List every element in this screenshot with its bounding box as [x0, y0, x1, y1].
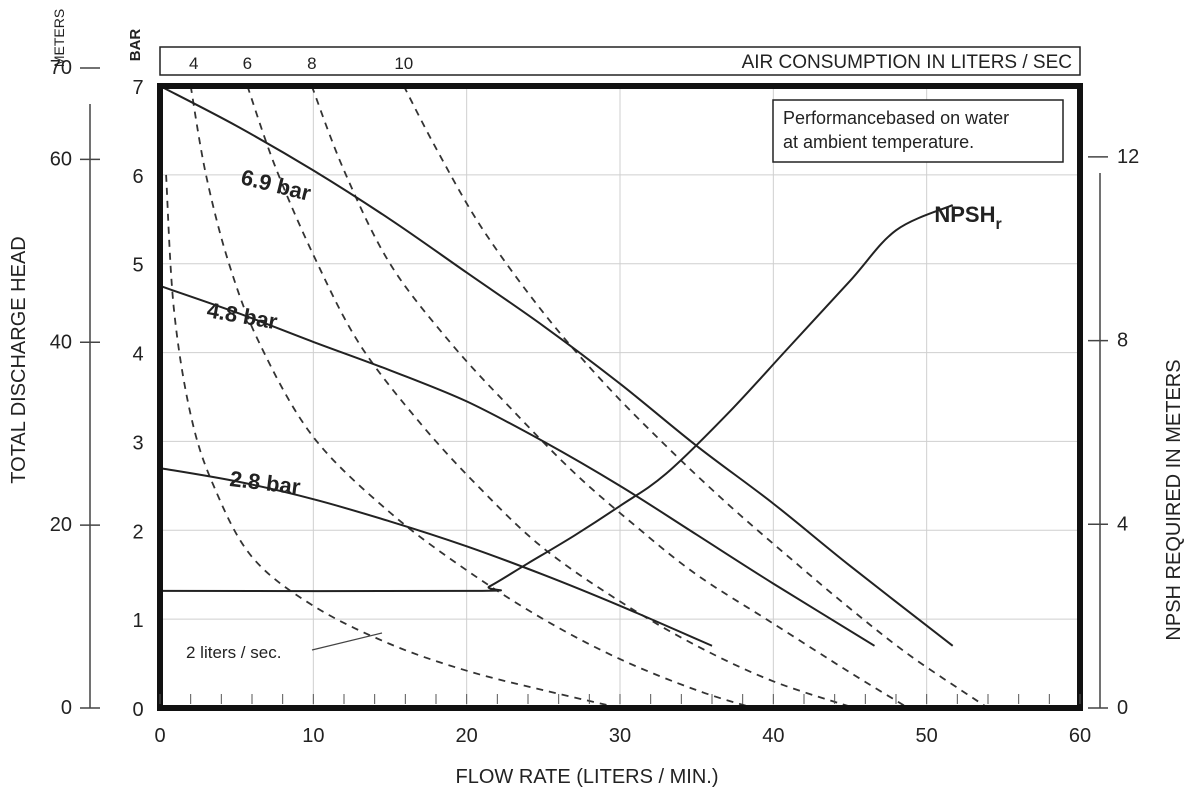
npsh-axis-ticks: 0 4 8 12 [1088, 146, 1139, 719]
top-tick-label: 8 [307, 54, 316, 73]
npsh-tick-label: 8 [1117, 330, 1128, 352]
meters-tick-label: 60 [50, 148, 72, 170]
top-axis-label: AIR CONSUMPTION IN LITERS / SEC [742, 52, 1072, 73]
bar-tick-label: 1 [132, 610, 143, 632]
top-tick-label: 10 [394, 54, 413, 73]
callout-label: 2 liters / sec. [186, 643, 281, 662]
pressure-curve [159, 467, 713, 647]
meters-tick-label: 40 [50, 331, 72, 353]
npsh-curve [159, 204, 954, 593]
npsh-label-main: NPSH [934, 202, 995, 227]
air-consumption-curve [189, 85, 754, 709]
plot-frame [157, 83, 1083, 711]
note-box [772, 99, 1064, 163]
air-consumption-curve [246, 85, 855, 709]
top-tick-label: 4 [189, 54, 198, 73]
bar-axis-ticks: 0 1 2 3 4 5 6 7 [132, 77, 143, 721]
meters-axis-ticks: 0 20 40 60 70 [50, 57, 100, 719]
npsh-label-subscript: r [995, 216, 1001, 233]
npsh-tick-label: 0 [1117, 697, 1128, 719]
npsh-tick-label: 12 [1117, 146, 1139, 168]
npsh-label: NPSHr [934, 202, 1001, 233]
meters-tick-label: 70 [50, 57, 72, 79]
air-consumption-curve [403, 85, 989, 709]
note-text: Performancebased on water at ambient tem… [783, 108, 1014, 152]
x-tick-label: 50 [916, 725, 938, 747]
x-axis-title: FLOW RATE (LITERS / MIN.) [456, 766, 719, 788]
x-tick-label: 10 [302, 725, 324, 747]
npsh-tick-label: 4 [1117, 513, 1128, 535]
air-consumption-curves [165, 85, 989, 709]
x-tick-label: 60 [1069, 725, 1091, 747]
pressure-curve [159, 85, 954, 647]
pressure-curve-label: 6.9 bar [239, 164, 314, 206]
bar-tick-label: 7 [132, 77, 143, 99]
bar-tick-label: 0 [132, 699, 143, 721]
bar-tick-label: 6 [132, 166, 143, 188]
meters-tick-label: 0 [61, 697, 72, 719]
bar-tick-label: 3 [132, 432, 143, 454]
curve-labels: 6.9 bar 4.8 bar 2.8 bar NPSHr 2 liters / sec… [186, 164, 1002, 662]
meters-axis-title: TOTAL DISCHARGE HEAD [8, 236, 30, 483]
top-tick-label: 6 [243, 54, 252, 73]
x-tick-label: 40 [762, 725, 784, 747]
pressure-curve-label: 4.8 bar [205, 297, 280, 334]
npsh-curve-group [159, 204, 954, 593]
npsh-axis-title: NPSH REQUIRED IN METERS [1163, 359, 1185, 640]
pressure-curve [159, 284, 876, 647]
chart-grid [160, 86, 1080, 708]
top-axis-ticks: 4 6 8 10 [189, 54, 413, 73]
x-tick-label: 0 [154, 725, 165, 747]
x-tick-label: 20 [456, 725, 478, 747]
note-line-2: at ambient temperature. [783, 132, 974, 152]
pressure-curve-label: 2.8 bar [228, 466, 302, 500]
bar-tick-label: 2 [132, 521, 143, 543]
note-line-1: Performancebased on water [783, 108, 1009, 128]
air-consumption-curve [310, 85, 909, 709]
meters-tick-label: 20 [50, 514, 72, 536]
bar-axis-title: BAR [127, 29, 144, 62]
x-tick-label: 30 [609, 725, 631, 747]
callout-leader-line [311, 632, 383, 651]
top-axis-box [159, 46, 1081, 76]
pressure-curves [159, 85, 954, 647]
bar-tick-label: 5 [132, 255, 143, 277]
meters-unit-label: METERS [51, 9, 67, 67]
x-axis-ticks: 0 10 20 30 40 50 60 [154, 694, 1091, 747]
bar-tick-label: 4 [132, 344, 143, 366]
air-consumption-curve [165, 174, 621, 709]
